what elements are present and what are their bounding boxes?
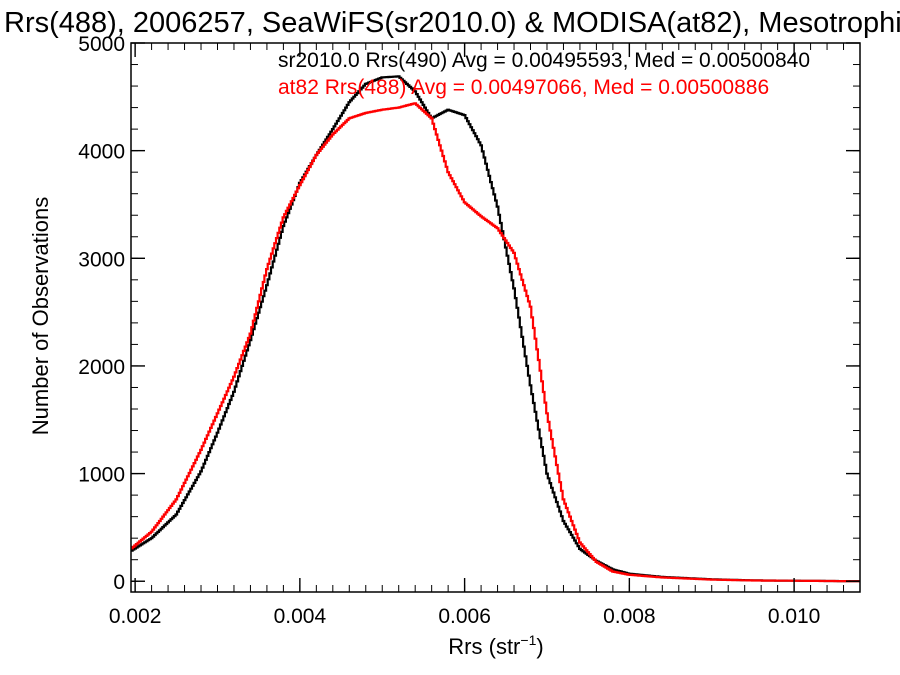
plot-frame: [130, 42, 861, 593]
x-tick-label: 0.004: [274, 605, 327, 628]
x-tick-label: 0.010: [768, 605, 821, 628]
y-axis-label: Number of Observations: [28, 197, 53, 435]
y-tick-label: 5000: [78, 33, 125, 56]
y-tick-label: 3000: [78, 248, 125, 271]
x-axis-label-main: Rrs (str: [448, 634, 520, 659]
x-tick-label: 0.008: [603, 605, 656, 628]
axes-layer: 0.002 0.004 0.006 0.008 0.010 0 1000 2000 3000 40…: [78, 33, 861, 628]
x-axis-label-sup: −1: [520, 632, 536, 648]
x-axis-label: Rrs (str−1): [448, 632, 543, 659]
x-tick-label: 0.002: [109, 605, 162, 628]
y-tick-label: 4000: [78, 141, 125, 164]
x-axis-label-end: ): [536, 634, 543, 659]
y-tick-label: 2000: [78, 356, 125, 379]
x-tick-label: 0.006: [438, 605, 491, 628]
series-layer: [131, 75, 860, 583]
series-line-1: [131, 75, 860, 583]
legend-entry-1: sr2010.0 Rrs(490) Avg = 0.00495593, Med …: [278, 49, 810, 72]
legend-entry-2: at82 Rrs(488) Avg = 0.00497066, Med = 0.…: [278, 76, 769, 99]
y-tick-label: 1000: [78, 464, 125, 487]
series-line-2: [131, 102, 860, 583]
chart-title: Rrs(488), 2006257, SeaWiFS(sr2010.0) & M…: [4, 7, 900, 39]
y-tick-label: 0: [113, 571, 125, 594]
